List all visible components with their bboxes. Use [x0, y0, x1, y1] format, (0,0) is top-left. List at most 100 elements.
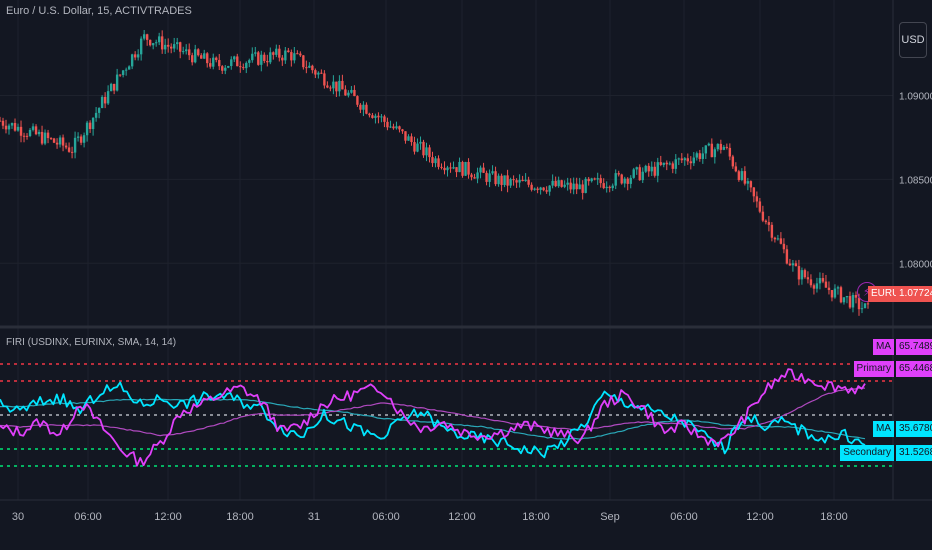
candle[interactable]	[416, 138, 419, 153]
candle[interactable]	[251, 47, 254, 63]
candle[interactable]	[254, 46, 257, 57]
candle[interactable]	[497, 173, 500, 187]
candle[interactable]	[803, 268, 807, 279]
candle[interactable]	[257, 50, 260, 66]
candle[interactable]	[70, 146, 74, 159]
candle[interactable]	[674, 154, 677, 174]
candle[interactable]	[800, 267, 804, 285]
candle[interactable]	[812, 283, 816, 295]
candle[interactable]	[233, 55, 236, 63]
candle[interactable]	[58, 135, 62, 148]
candle[interactable]	[602, 178, 605, 190]
candle[interactable]	[139, 36, 143, 61]
candle[interactable]	[365, 102, 368, 115]
candle[interactable]	[407, 134, 410, 141]
candle[interactable]	[461, 160, 464, 178]
candle[interactable]	[410, 133, 413, 146]
candle[interactable]	[266, 54, 269, 67]
candle[interactable]	[584, 177, 587, 194]
candle[interactable]	[863, 303, 867, 309]
candle[interactable]	[103, 92, 107, 109]
candle[interactable]	[794, 260, 798, 267]
candle[interactable]	[512, 175, 515, 186]
candle[interactable]	[52, 137, 56, 144]
candle[interactable]	[686, 153, 689, 165]
candle[interactable]	[302, 55, 305, 70]
candle[interactable]	[290, 49, 293, 67]
candle[interactable]	[464, 161, 467, 176]
candle[interactable]	[329, 85, 332, 92]
candle[interactable]	[530, 182, 533, 192]
candle[interactable]	[323, 70, 326, 89]
candle[interactable]	[770, 222, 774, 242]
candle[interactable]	[46, 129, 50, 144]
candle[interactable]	[260, 50, 263, 72]
candle[interactable]	[227, 65, 230, 69]
candle[interactable]	[224, 65, 227, 75]
candle[interactable]	[239, 61, 242, 73]
candle[interactable]	[836, 285, 840, 295]
candle[interactable]	[34, 124, 38, 136]
candle[interactable]	[154, 39, 158, 47]
candle[interactable]	[503, 175, 506, 188]
candle[interactable]	[176, 37, 179, 50]
candle[interactable]	[821, 272, 825, 284]
candle[interactable]	[148, 39, 152, 47]
candle[interactable]	[566, 177, 569, 191]
candle[interactable]	[746, 177, 750, 191]
candle[interactable]	[383, 114, 386, 128]
candle[interactable]	[683, 157, 686, 166]
candle[interactable]	[491, 165, 494, 175]
candle[interactable]	[317, 71, 320, 79]
candle[interactable]	[620, 173, 623, 185]
candle[interactable]	[593, 177, 596, 181]
candle[interactable]	[215, 56, 218, 63]
candle[interactable]	[524, 173, 527, 182]
candle[interactable]	[695, 151, 699, 161]
candle[interactable]	[347, 90, 350, 98]
candle[interactable]	[590, 177, 593, 183]
candle[interactable]	[185, 44, 188, 55]
candle[interactable]	[833, 284, 837, 299]
candle[interactable]	[701, 147, 705, 164]
primary-line[interactable]	[0, 368, 866, 467]
candle[interactable]	[188, 43, 191, 61]
candle[interactable]	[311, 64, 314, 74]
candle[interactable]	[275, 44, 278, 58]
candle[interactable]	[713, 147, 717, 164]
candle[interactable]	[740, 168, 744, 182]
candle[interactable]	[299, 51, 302, 58]
candle[interactable]	[581, 180, 584, 200]
candle[interactable]	[641, 167, 644, 184]
candle[interactable]	[500, 173, 503, 192]
candle[interactable]	[380, 114, 383, 123]
candle[interactable]	[653, 161, 656, 178]
candle[interactable]	[145, 33, 149, 46]
candle[interactable]	[773, 236, 777, 243]
ma-line[interactable]	[0, 387, 866, 437]
candle[interactable]	[212, 53, 215, 70]
candle[interactable]	[404, 131, 407, 144]
candle[interactable]	[458, 157, 461, 173]
candle[interactable]	[133, 51, 137, 61]
candle[interactable]	[725, 143, 729, 150]
candle[interactable]	[236, 53, 239, 67]
candle[interactable]	[758, 197, 762, 214]
candle[interactable]	[488, 169, 491, 188]
candle[interactable]	[82, 132, 86, 148]
candle[interactable]	[368, 112, 371, 118]
candle[interactable]	[578, 177, 581, 190]
candle[interactable]	[629, 175, 632, 189]
candle[interactable]	[599, 174, 602, 188]
candle[interactable]	[115, 68, 119, 92]
candle[interactable]	[194, 44, 197, 64]
candle[interactable]	[386, 117, 389, 131]
candle[interactable]	[782, 238, 786, 254]
candle[interactable]	[206, 52, 209, 68]
candle[interactable]	[506, 169, 509, 193]
candle[interactable]	[617, 170, 620, 177]
candle[interactable]	[76, 132, 80, 142]
candle[interactable]	[109, 82, 113, 92]
candle[interactable]	[671, 161, 674, 174]
